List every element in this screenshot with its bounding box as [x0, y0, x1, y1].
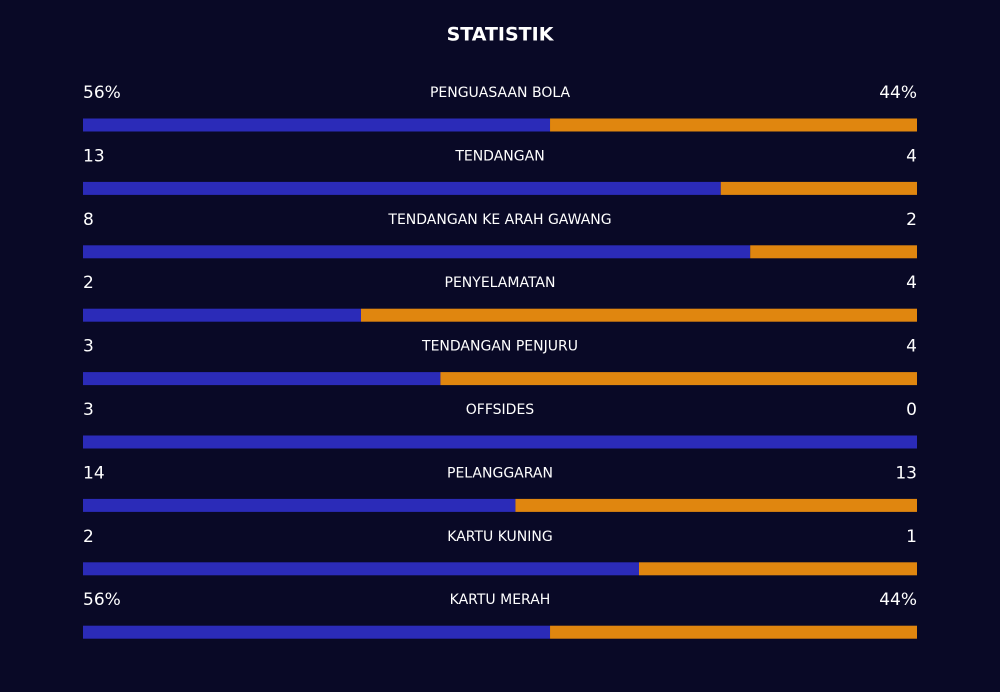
- stat-label: KARTU MERAH: [450, 592, 551, 608]
- away-value: 4: [906, 273, 917, 293]
- home-value: 56%: [83, 83, 121, 103]
- away-value: 4: [906, 146, 917, 166]
- stat-label: PELANGGARAN: [447, 465, 553, 481]
- home-value: 56%: [83, 590, 121, 610]
- home-value: 13: [83, 146, 105, 166]
- away-value: 44%: [879, 590, 917, 610]
- home-bar: [83, 308, 361, 322]
- home-value: 14: [83, 463, 105, 483]
- home-bar: [83, 181, 721, 195]
- away-bar: [440, 372, 917, 386]
- away-value: 0: [906, 400, 917, 420]
- home-bar: [83, 372, 441, 386]
- away-value: 13: [895, 463, 917, 483]
- home-bar: [83, 435, 917, 449]
- home-value: 2: [83, 273, 94, 293]
- away-bar: [550, 625, 917, 639]
- away-bar: [515, 498, 917, 512]
- home-value: 2: [83, 527, 94, 547]
- home-value: 3: [83, 337, 94, 357]
- home-bar: [83, 118, 551, 132]
- stat-label: TENDANGAN KE ARAH GAWANG: [387, 212, 611, 228]
- home-bar: [83, 245, 751, 259]
- home-bar: [83, 625, 551, 639]
- stat-label: OFFSIDES: [466, 402, 535, 418]
- away-value: 2: [906, 210, 917, 230]
- away-bar: [550, 118, 917, 132]
- stat-label: PENYELAMATAN: [445, 275, 556, 291]
- stat-label: PENGUASAAN BOLA: [430, 85, 571, 101]
- away-value: 4: [906, 337, 917, 357]
- away-value: 1: [906, 527, 917, 547]
- away-bar: [750, 245, 917, 259]
- stat-label: KARTU KUNING: [447, 529, 552, 545]
- home-bar: [83, 562, 639, 576]
- away-value: 44%: [879, 83, 917, 103]
- home-value: 3: [83, 400, 94, 420]
- home-bar: [83, 498, 516, 512]
- stat-label: TENDANGAN: [454, 148, 544, 164]
- away-bar: [720, 181, 917, 195]
- home-value: 8: [83, 210, 94, 230]
- away-bar: [361, 308, 917, 322]
- stat-label: TENDANGAN PENJURU: [421, 339, 578, 355]
- title: STATISTIK: [447, 24, 555, 46]
- away-bar: [639, 562, 917, 576]
